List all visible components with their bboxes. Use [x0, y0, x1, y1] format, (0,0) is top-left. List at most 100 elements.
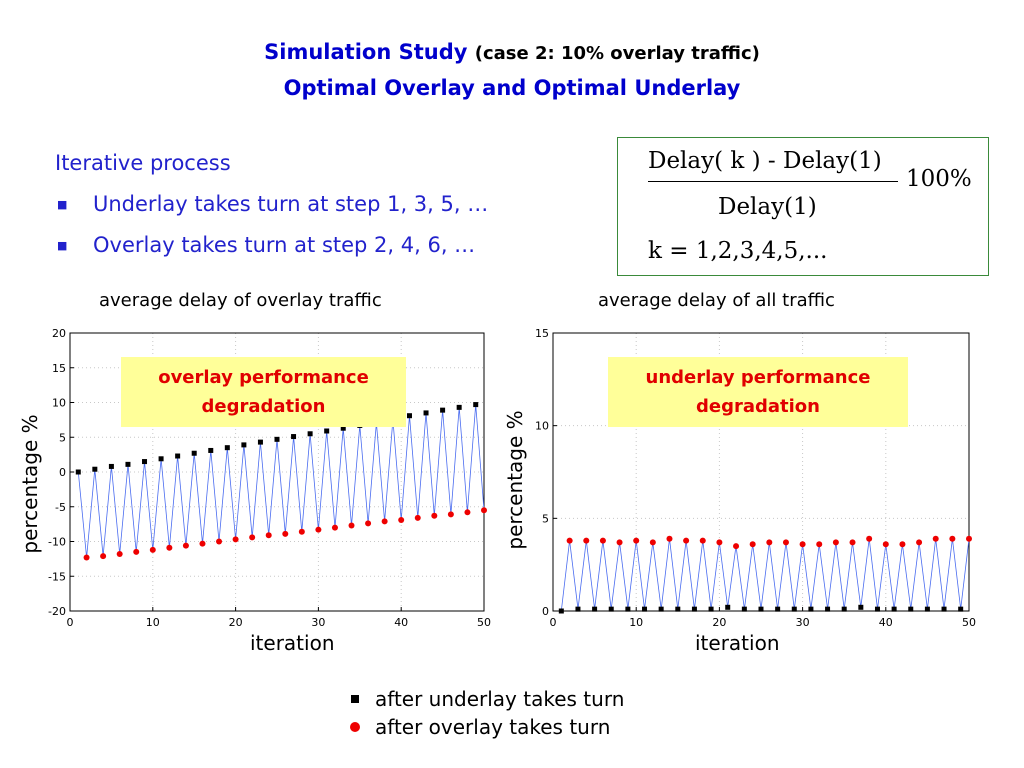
underlay-point: [191, 450, 197, 456]
overlay-point: [464, 509, 471, 516]
overlay-point: [431, 512, 438, 519]
overlay-point: [348, 522, 355, 529]
x-tick-label: 10: [146, 616, 160, 629]
underlay-point: [791, 606, 797, 612]
square-bullet-icon: ■: [57, 239, 68, 252]
bullet-item: ■ Underlay takes turn at step 1, 3, 5, …: [55, 184, 488, 225]
underlay-point: [257, 439, 263, 445]
overlay-point: [398, 516, 405, 523]
formula-box: Delay( k ) - Delay(1) Delay(1) 100% k = …: [617, 137, 989, 276]
underlay-point: [307, 431, 313, 437]
overlay-point: [849, 539, 856, 546]
chart-title-left: average delay of overlay traffic: [99, 290, 382, 311]
overlay-point: [816, 541, 823, 548]
y-tick-label: 15: [52, 362, 66, 375]
x-tick-label: 0: [550, 616, 557, 629]
overlay-point: [633, 537, 640, 544]
underlay-point: [958, 606, 964, 612]
overlay-point: [666, 535, 673, 542]
bullet-text: Underlay takes turn at step 1, 3, 5, …: [93, 192, 489, 216]
underlay-point: [558, 608, 564, 614]
underlay-point: [725, 604, 731, 610]
overlay-point: [199, 540, 206, 547]
overlay-point: [83, 554, 90, 561]
y-tick-label: 20: [52, 327, 66, 340]
overlay-point: [749, 541, 756, 548]
underlay-point: [874, 606, 880, 612]
overlay-point: [481, 507, 487, 514]
overlay-point: [100, 553, 107, 560]
series-connector-line: [77, 404, 485, 558]
overlay-point: [966, 535, 972, 542]
legend-item-overlay: after overlay takes turn: [349, 713, 624, 741]
underlay-point: [675, 606, 681, 612]
overlay-point: [916, 539, 923, 546]
underlay-point: [924, 606, 930, 612]
chart-title-right: average delay of all traffic: [598, 290, 835, 311]
overlay-point: [315, 526, 322, 533]
overlay-point: [799, 541, 806, 548]
underlay-point: [406, 413, 412, 419]
x-axis-label-left: iteration: [250, 631, 335, 655]
legend-item-underlay: after underlay takes turn: [349, 685, 624, 713]
underlay-point: [423, 410, 429, 416]
y-tick-label: 0: [542, 605, 549, 618]
underlay-point: [708, 606, 714, 612]
underlay-point: [858, 604, 864, 610]
formula-factor: 100%: [906, 166, 972, 192]
overlay-point: [699, 537, 706, 544]
x-tick-label: 20: [712, 616, 726, 629]
overlay-point: [766, 539, 773, 546]
formula-k-range: k = 1,2,3,4,5,...: [648, 238, 828, 264]
underlay-point: [808, 606, 814, 612]
legend-label: after overlay takes turn: [375, 715, 611, 739]
y-tick-label: -10: [48, 536, 66, 549]
slide-title-main: Simulation Study: [264, 40, 468, 64]
overlay-point: [683, 537, 690, 544]
underlay-point: [142, 459, 148, 465]
underlay-point: [625, 606, 631, 612]
x-tick-label: 0: [67, 616, 74, 629]
overlay-point: [616, 539, 623, 546]
overlay-point: [166, 544, 173, 551]
underlay-point: [340, 425, 346, 431]
overlay-point: [932, 535, 939, 542]
x-tick-label: 20: [229, 616, 243, 629]
callout-line: overlay performance: [158, 367, 369, 388]
x-tick-label: 50: [477, 616, 491, 629]
square-bullet-icon: ■: [57, 198, 68, 211]
y-axis-label-left: percentage %: [18, 414, 42, 554]
underlay-point: [608, 606, 614, 612]
overlay-point: [782, 539, 789, 546]
y-tick-label: -15: [48, 570, 66, 583]
overlay-point: [365, 520, 372, 527]
y-tick-label: 5: [59, 431, 66, 444]
y-tick-label: 10: [535, 420, 549, 433]
overlay-point: [249, 534, 256, 541]
x-axis-label-right: iteration: [695, 631, 780, 655]
y-axis-label-right: percentage %: [503, 410, 527, 550]
underlay-point: [758, 606, 764, 612]
y-tick-label: -5: [55, 501, 66, 514]
overlay-point: [232, 536, 239, 543]
callout-line: degradation: [696, 396, 820, 417]
underlay-point: [208, 447, 214, 453]
overlay-point: [716, 539, 723, 546]
overlay-point: [381, 518, 388, 525]
underlay-point: [274, 436, 280, 442]
y-tick-label: 0: [59, 466, 66, 479]
x-tick-label: 30: [796, 616, 810, 629]
underlay-point: [575, 606, 581, 612]
underlay-point: [175, 453, 181, 459]
underlay-point: [324, 428, 330, 434]
fraction-bar: [648, 181, 898, 182]
overlay-point: [133, 548, 140, 555]
x-tick-label: 40: [879, 616, 893, 629]
bullet-item: ■ Overlay takes turn at step 2, 4, 6, …: [55, 225, 488, 266]
overlay-point: [149, 546, 156, 553]
callout-line: underlay performance: [645, 367, 871, 388]
overlay-point: [566, 537, 573, 544]
callout-line: degradation: [201, 396, 326, 417]
underlay-point: [825, 606, 831, 612]
